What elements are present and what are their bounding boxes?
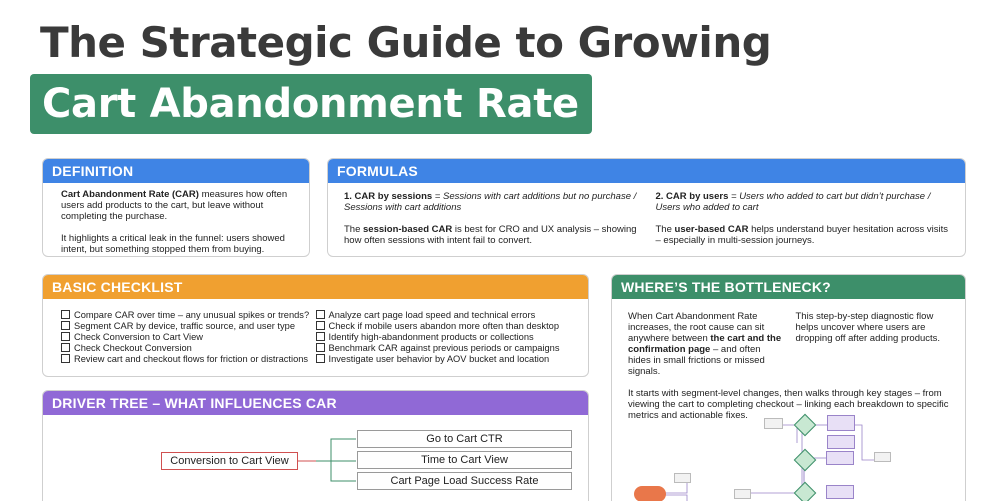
formula-2-desc-pre: The: [655, 224, 675, 235]
driver-tree-connectors: [298, 438, 356, 482]
formula-2-label: 2. CAR by users: [655, 191, 729, 202]
checklist-item[interactable]: Check Conversion to Cart View: [61, 332, 316, 343]
checklist-item[interactable]: Check if mobile users abandon more often…: [316, 321, 571, 332]
checklist-left-column: Compare CAR over time – any unusual spik…: [61, 310, 316, 365]
bottleneck-text-1-post: – and often hides in small frictions or …: [628, 344, 765, 377]
flow-node: [734, 489, 751, 499]
bottleneck-text-2: This step-by-step diagnostic flow helps …: [795, 311, 941, 344]
checklist-item[interactable]: Benchmark CAR against previous periods o…: [316, 343, 571, 354]
definition-term: Cart Abandonment Rate (CAR): [61, 189, 199, 200]
flow-node: [674, 473, 691, 483]
flow-node: [826, 485, 854, 499]
flow-start-node: [634, 486, 666, 501]
driver-tree-connector: [316, 438, 356, 462]
bottleneck-text-1-bold: the cart and the confirmation page: [628, 333, 782, 355]
driver-tree-card: DRIVER TREE – WHAT INFLUENCES CAR Conver…: [42, 390, 589, 501]
page-title: The Strategic Guide to Growing: [40, 18, 772, 67]
formula-1-desc-bold: session-based CAR: [363, 224, 453, 235]
checklist-heading: BASIC CHECKLIST: [43, 275, 588, 299]
checklist-card: BASIC CHECKLIST Compare CAR over time – …: [42, 274, 589, 377]
formula-2-desc-bold: user-based CAR: [674, 224, 749, 235]
definition-text-2: It highlights a critical leak in the fun…: [61, 233, 285, 255]
checklist-item[interactable]: Analyze cart page load speed and technic…: [316, 310, 571, 321]
checklist-item[interactable]: Check Checkout Conversion: [61, 343, 316, 354]
driver-tree-child-node: Time to Cart View: [357, 451, 572, 469]
definition-heading: DEFINITION: [43, 159, 309, 183]
bottleneck-text-1-pre: When Cart Abandonment Rate increases, th…: [628, 311, 765, 344]
bottleneck-heading: WHERE’S THE BOTTLENECK?: [612, 275, 965, 299]
formula-1-desc-post: is best for CRO and UX analysis – showin…: [344, 224, 637, 246]
flow-node: [827, 435, 855, 449]
checklist-item[interactable]: Identify high-abandonment products or co…: [316, 332, 571, 343]
formulas-card: FORMULAS 1. CAR by sessions = Sessions w…: [327, 158, 966, 257]
formula-2-desc-post: helps understand buyer hesitation across…: [655, 224, 949, 246]
formula-2-equation: = Users who added to cart but didn’t pur…: [655, 191, 931, 213]
flow-connector: [855, 424, 874, 461]
formula-sessions: 1. CAR by sessions = Sessions with cart …: [344, 191, 638, 256]
checklist-item[interactable]: Segment CAR by device, traffic source, a…: [61, 321, 316, 332]
formula-1-desc-pre: The: [344, 224, 364, 235]
definition-text-1: measures how often users add products to…: [61, 189, 288, 222]
formula-1-label: 1. CAR by sessions: [344, 191, 433, 202]
checklist-item[interactable]: Investigate user behavior by AOV bucket …: [316, 354, 571, 365]
bottleneck-text-3: It starts with segment-level changes, th…: [628, 388, 949, 421]
flow-node: [827, 415, 855, 431]
checklist-right-column: Analyze cart page load speed and technic…: [316, 310, 571, 365]
flow-node: [826, 451, 854, 465]
checklist-item[interactable]: Compare CAR over time – any unusual spik…: [61, 310, 316, 321]
formulas-heading: FORMULAS: [328, 159, 965, 183]
bottleneck-flow-diagram: [664, 424, 874, 501]
flow-node: [764, 418, 783, 429]
checklist-item[interactable]: Review cart and checkout flows for frict…: [61, 354, 316, 365]
page-subtitle-banner: Cart Abandonment Rate: [30, 74, 592, 134]
driver-tree-child-node: Go to Cart CTR: [357, 430, 572, 448]
bottleneck-card: WHERE’S THE BOTTLENECK? When Cart Abando…: [611, 274, 966, 501]
formula-users: 2. CAR by users = Users who added to car…: [655, 191, 950, 256]
driver-tree-root-node: Conversion to Cart View: [161, 452, 298, 470]
definition-text: Cart Abandonment Rate (CAR) measures how…: [61, 189, 291, 222]
definition-card: DEFINITION Cart Abandonment Rate (CAR) m…: [42, 158, 310, 257]
driver-tree-child-node: Cart Page Load Success Rate: [357, 472, 572, 490]
driver-tree-heading: DRIVER TREE – WHAT INFLUENCES CAR: [43, 391, 588, 415]
formula-1-equation: = Sessions with cart additions but no pu…: [344, 191, 637, 213]
driver-tree-connector: [330, 461, 356, 482]
flow-connector: [664, 494, 688, 501]
flow-node: [874, 452, 891, 462]
bottleneck-text-1: When Cart Abandonment Rate increases, th…: [628, 311, 782, 377]
